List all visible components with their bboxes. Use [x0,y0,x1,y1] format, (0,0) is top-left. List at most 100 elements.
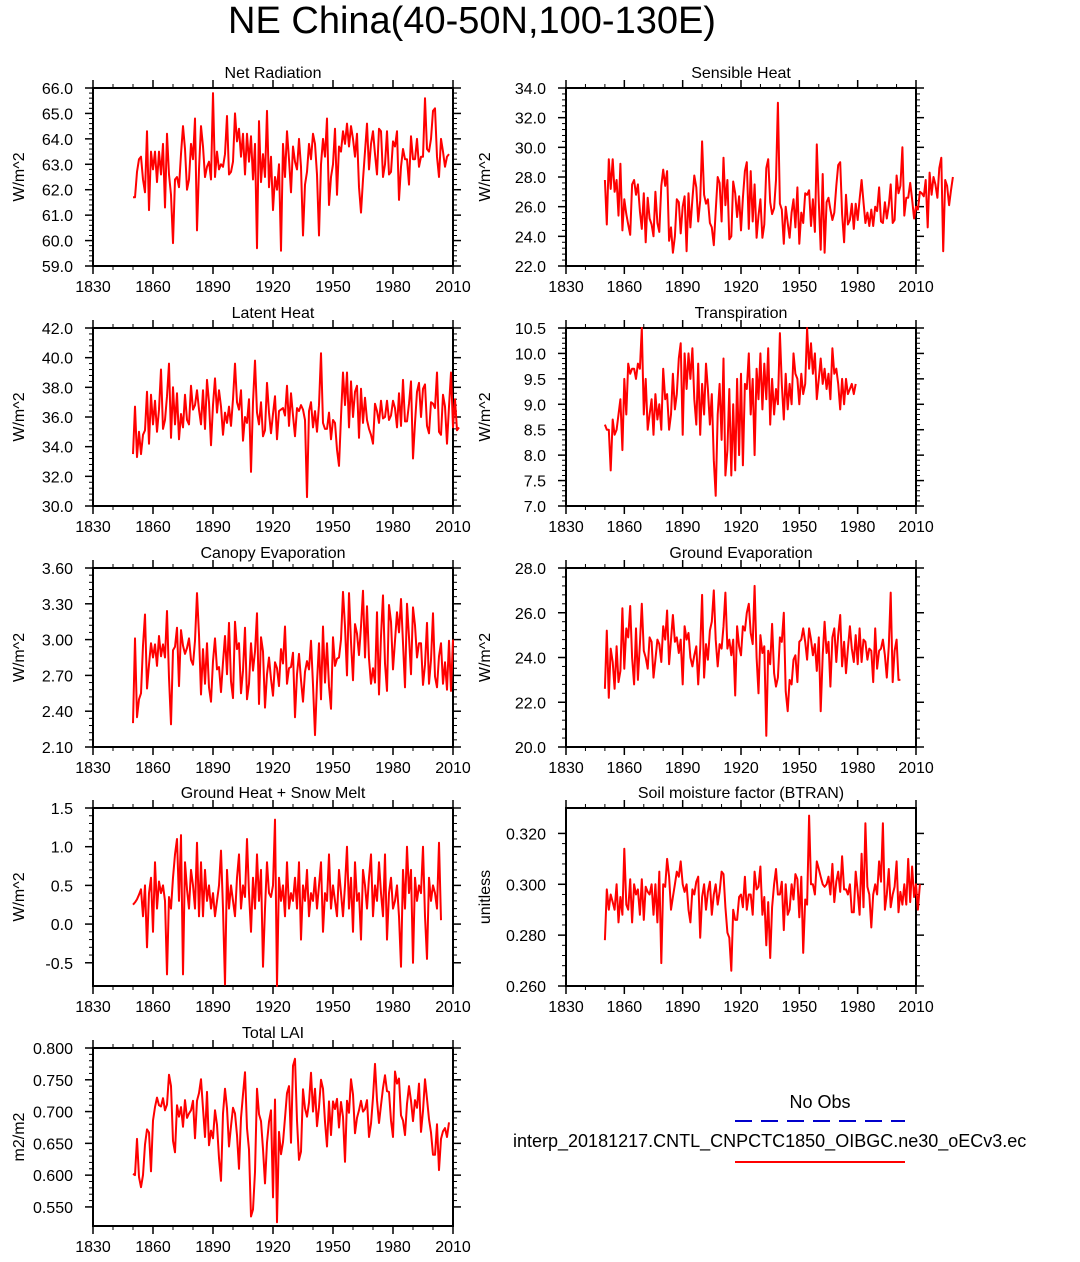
y-tick-label: 0.320 [506,826,546,843]
x-tick-label: 1830 [75,760,111,777]
y-tick-label: 40.0 [42,351,73,368]
x-tick-label: 1830 [548,760,584,777]
y-tick-label: 1.0 [51,840,73,857]
series-line-model [132,352,460,499]
y-tick-label: 36.0 [42,410,73,427]
y-tick-label: 0.600 [33,1168,73,1185]
x-tick-label: 1980 [375,279,411,296]
x-tick-label: 2010 [898,519,934,536]
panel-title: Latent Heat [232,305,315,322]
y-tick-label: 0.550 [33,1200,73,1217]
y-tick-label: 22.0 [515,259,546,276]
y-tick-label: 2.10 [42,740,73,757]
x-tick-label: 1920 [723,279,759,296]
x-tick-label: 1830 [75,519,111,536]
x-tick-label: 1920 [723,760,759,777]
y-axis-label: W/m^2 [11,633,28,682]
legend-obs-label: No Obs [789,1092,850,1112]
y-tick-label: 61.0 [42,208,73,225]
y-tick-label: 62.0 [42,183,73,200]
y-tick-label: 32.0 [42,469,73,486]
x-tick-label: 1860 [135,1239,171,1256]
panel-title: Sensible Heat [691,65,791,82]
x-tick-label: 1860 [607,760,643,777]
x-tick-label: 1890 [665,519,701,536]
y-tick-label: 2.40 [42,704,73,721]
plot-frame [565,567,917,748]
figure-title: NE China(40-50N,100-130E) [228,0,716,42]
y-tick-label: 0.260 [506,979,546,996]
x-tick-label: 1890 [195,279,231,296]
x-tick-label: 2010 [435,1239,471,1256]
y-tick-label: 2.70 [42,668,73,685]
x-tick-label: 1950 [315,279,351,296]
y-tick-label: 0.5 [51,878,73,895]
x-tick-label: 1980 [375,760,411,777]
x-tick-label: 1890 [665,999,701,1016]
y-tick-label: 20.0 [515,740,546,757]
x-tick-label: 1980 [840,279,876,296]
y-tick-label: 9.5 [524,372,546,389]
y-axis-label: m2/m2 [11,1112,28,1161]
y-tick-label: 0.0 [51,917,73,934]
panel-1: 1830 1860 1890 1920 1950 1980 2010 59.0 60.0 61.0… [11,65,471,296]
y-axis-label: W/m^2 [11,872,28,921]
series-line-model [132,1057,450,1224]
x-tick-label: 1860 [607,279,643,296]
y-tick-label: 26.0 [515,606,546,623]
y-tick-label: 59.0 [42,259,73,276]
panel-title: Ground Evaporation [669,545,812,562]
x-tick-label: 1890 [195,760,231,777]
x-tick-label: 1920 [255,519,291,536]
y-tick-label: 26.0 [515,200,546,217]
x-tick-label: 1890 [195,999,231,1016]
panel-8: 1830 1860 1890 1920 1950 1980 2010 0.260 0.280 0.… [477,785,934,1016]
series-line-model [133,92,450,252]
x-tick-label: 1890 [665,279,701,296]
y-tick-label: 38.0 [42,380,73,397]
x-tick-label: 1980 [840,999,876,1016]
x-tick-label: 1860 [135,999,171,1016]
y-tick-label: 1.5 [51,801,73,818]
x-tick-label: 1830 [548,999,584,1016]
x-tick-label: 1950 [315,1239,351,1256]
y-tick-label: 65.0 [42,106,73,123]
y-tick-label: 24.0 [515,229,546,246]
y-tick-label: 0.800 [33,1041,73,1058]
x-tick-label: 2010 [435,760,471,777]
x-tick-label: 1920 [255,279,291,296]
y-tick-label: 3.00 [42,633,73,650]
legend-model-label: interp_20181217.CNTL_CNPCTC1850_OIBGC.ne… [513,1131,1026,1152]
y-tick-label: 7.5 [524,474,546,491]
x-tick-label: 1980 [840,760,876,777]
legend: No Obs interp_20181217.CNTL_CNPCTC1850_O… [513,1092,1026,1163]
y-tick-label: 60.0 [42,234,73,251]
panel-7: 1830 1860 1890 1920 1950 1980 2010 -0.5 0.0 0.5 1.… [11,785,471,1016]
y-tick-label: 10.0 [515,346,546,363]
series-line-model [603,814,921,972]
x-tick-label: 1920 [255,760,291,777]
panel-title: Transpiration [695,305,788,322]
x-tick-label: 1920 [723,519,759,536]
y-tick-label: 42.0 [42,321,73,338]
y-tick-label: 24.0 [515,651,546,668]
x-tick-label: 1980 [840,519,876,536]
y-tick-label: 0.280 [506,928,546,945]
x-tick-label: 1950 [782,279,818,296]
x-tick-label: 2010 [435,999,471,1016]
panel-3: 1830 1860 1890 1920 1950 1980 2010 30.0 32.0 34.0… [11,305,471,536]
plot-frame [92,807,454,987]
y-tick-label: 30.0 [42,499,73,516]
y-tick-label: -0.5 [45,956,73,973]
x-tick-label: 1860 [135,279,171,296]
y-tick-label: 7.0 [524,499,546,516]
x-tick-label: 1950 [782,519,818,536]
y-tick-label: 0.750 [33,1073,73,1090]
y-axis-label: W/m^2 [477,392,494,441]
y-tick-label: 9.0 [524,397,546,414]
y-tick-label: 64.0 [42,132,73,149]
y-axis-label: W/m^2 [477,633,494,682]
x-tick-label: 1830 [548,519,584,536]
series-line-model [603,584,901,737]
